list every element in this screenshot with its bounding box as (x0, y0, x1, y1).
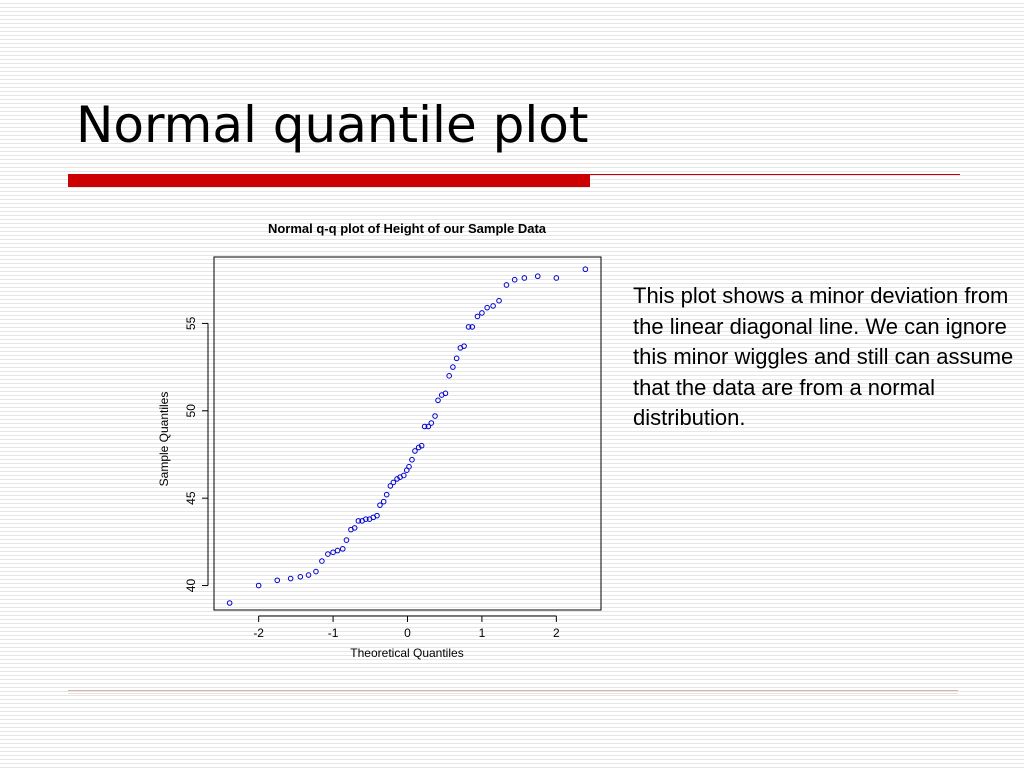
data-point (521, 275, 528, 281)
data-point (490, 303, 496, 309)
data-point (334, 547, 341, 554)
data-point (305, 572, 312, 578)
data-point (313, 568, 319, 575)
data-point (534, 273, 541, 280)
plot-frame (213, 256, 602, 611)
data-point (374, 512, 380, 519)
data-point (461, 343, 467, 349)
data-point (355, 518, 362, 524)
explanation-text: This plot shows a minor deviation from t… (633, 283, 1014, 430)
data-point (274, 577, 281, 584)
data-point (425, 423, 432, 430)
data-point (418, 442, 425, 449)
data-point (412, 448, 418, 454)
data-point (377, 502, 383, 508)
data-point (503, 282, 510, 288)
y-tick-label: 55 (184, 316, 198, 330)
y-tick-label: 40 (184, 579, 198, 593)
y-axis-label: Sample Quantiles (157, 392, 171, 487)
data-point (390, 479, 397, 486)
data-point (479, 310, 485, 316)
x-tick-label: 1 (479, 626, 486, 640)
data-point (351, 525, 358, 531)
data-point (255, 582, 262, 589)
data-point (474, 313, 481, 320)
x-tick-label: -2 (253, 626, 264, 640)
data-point (319, 558, 325, 564)
data-point (582, 266, 589, 273)
data-point (469, 324, 476, 330)
data-point (380, 498, 387, 505)
data-point (435, 397, 441, 404)
footer-divider-shadow (68, 693, 958, 694)
data-point (484, 304, 490, 311)
x-axis-label: Theoretical Quantiles (350, 646, 463, 660)
title-underline-bar (68, 174, 590, 187)
data-point (465, 324, 472, 330)
data-point (432, 413, 438, 419)
data-point (496, 297, 502, 304)
data-point (428, 420, 435, 426)
data-point (325, 551, 331, 557)
slide-title: Normal quantile plot (76, 96, 589, 154)
data-point (363, 516, 369, 522)
data-point (511, 276, 518, 283)
data-point (553, 275, 560, 281)
data-point (287, 575, 294, 582)
data-point (409, 456, 415, 463)
data-point (446, 373, 452, 379)
data-point (343, 537, 350, 543)
qq-plot-chart: Normal q-q plot of Height of our Sample … (157, 221, 602, 660)
title-underline-line (590, 174, 960, 175)
data-point (450, 364, 456, 370)
data-point (421, 423, 428, 430)
data-points (226, 266, 589, 606)
x-axis: -2 -1 0 1 2 (253, 615, 560, 640)
data-point (226, 600, 233, 606)
footer-divider (68, 690, 958, 691)
x-tick-label: 2 (553, 626, 560, 640)
data-point (387, 483, 394, 489)
data-point (330, 549, 336, 556)
x-tick-label: -1 (328, 626, 339, 640)
data-point (406, 463, 412, 470)
chart-title: Normal q-q plot of Height of our Sample … (268, 221, 547, 236)
y-tick-label: 45 (184, 491, 198, 505)
data-point (339, 546, 346, 552)
x-tick-label: 0 (404, 626, 411, 640)
data-point (400, 472, 407, 479)
y-tick-label: 50 (184, 404, 198, 418)
y-axis: 40 45 50 55 (184, 316, 209, 593)
data-point (297, 573, 304, 580)
data-point (383, 491, 390, 498)
data-point (453, 355, 460, 362)
data-point (442, 390, 449, 397)
